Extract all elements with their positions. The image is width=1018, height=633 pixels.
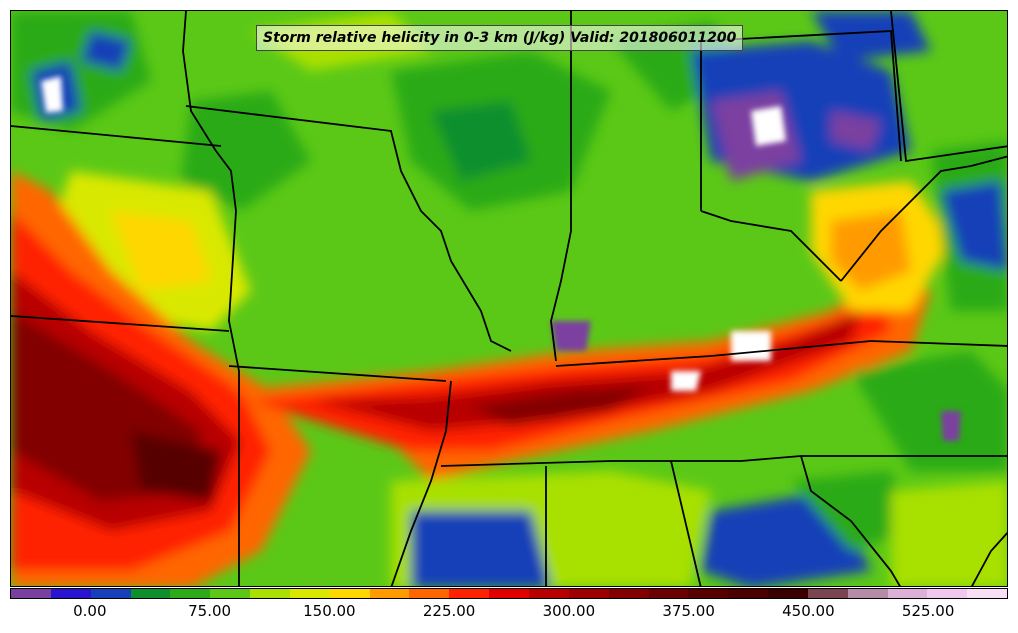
colorbar-tick-label: 525.00 [901, 602, 955, 620]
colorbar-segment [887, 589, 928, 598]
colorbar-segment [568, 589, 609, 598]
colorbar-tick-label: 450.00 [782, 602, 835, 620]
colorbar-tick-label: 75.00 [188, 602, 232, 620]
colorbar-segment [807, 589, 848, 598]
colorbar-segment [11, 589, 51, 598]
field-details [41, 76, 961, 441]
colorbar-segment [927, 589, 968, 598]
colorbar-segment [170, 589, 211, 598]
colorbar-segment [130, 589, 171, 598]
colorbar-tick-label: 150.00 [303, 602, 356, 620]
colorbar-tick-label: 0.00 [73, 602, 107, 620]
colorbar-segment [528, 589, 569, 598]
colorbar-segment [369, 589, 410, 598]
colorbar-segment [847, 589, 888, 598]
colorbar-segment [289, 589, 330, 598]
helicity-map: Storm relative helicity in 0-3 km (J/kg)… [10, 10, 1008, 587]
colorbar-segment [688, 589, 729, 598]
colorbar-tick-label: 225.00 [422, 602, 476, 620]
colorbar-segment [90, 589, 131, 598]
colorbar-segment [648, 589, 689, 598]
colorbar-segment [967, 589, 1008, 598]
colorbar-segment [210, 589, 251, 598]
colorbar-segment [489, 589, 529, 598]
field-blobs [11, 11, 1007, 586]
helicity-field [11, 11, 1007, 586]
colorbar-segment [50, 589, 91, 598]
colorbar-segment [250, 589, 290, 598]
colorbar-segment [449, 589, 490, 598]
map-title: Storm relative helicity in 0-3 km (J/kg)… [256, 25, 744, 51]
colorbar-segment [329, 589, 370, 598]
colorbar [10, 588, 1008, 599]
colorbar-tick-label: 300.00 [542, 602, 596, 620]
colorbar-tick-labels: 0.00 75.00 150.00 225.00 300.00 375.00 450.00 5… [10, 602, 1008, 626]
colorbar-segment [608, 589, 649, 598]
colorbar-segment [728, 589, 769, 598]
state-borders [11, 11, 1007, 586]
colorbar-segment [768, 589, 808, 598]
colorbar-segment [409, 589, 450, 598]
colorbar-tick-label: 375.00 [662, 602, 715, 620]
